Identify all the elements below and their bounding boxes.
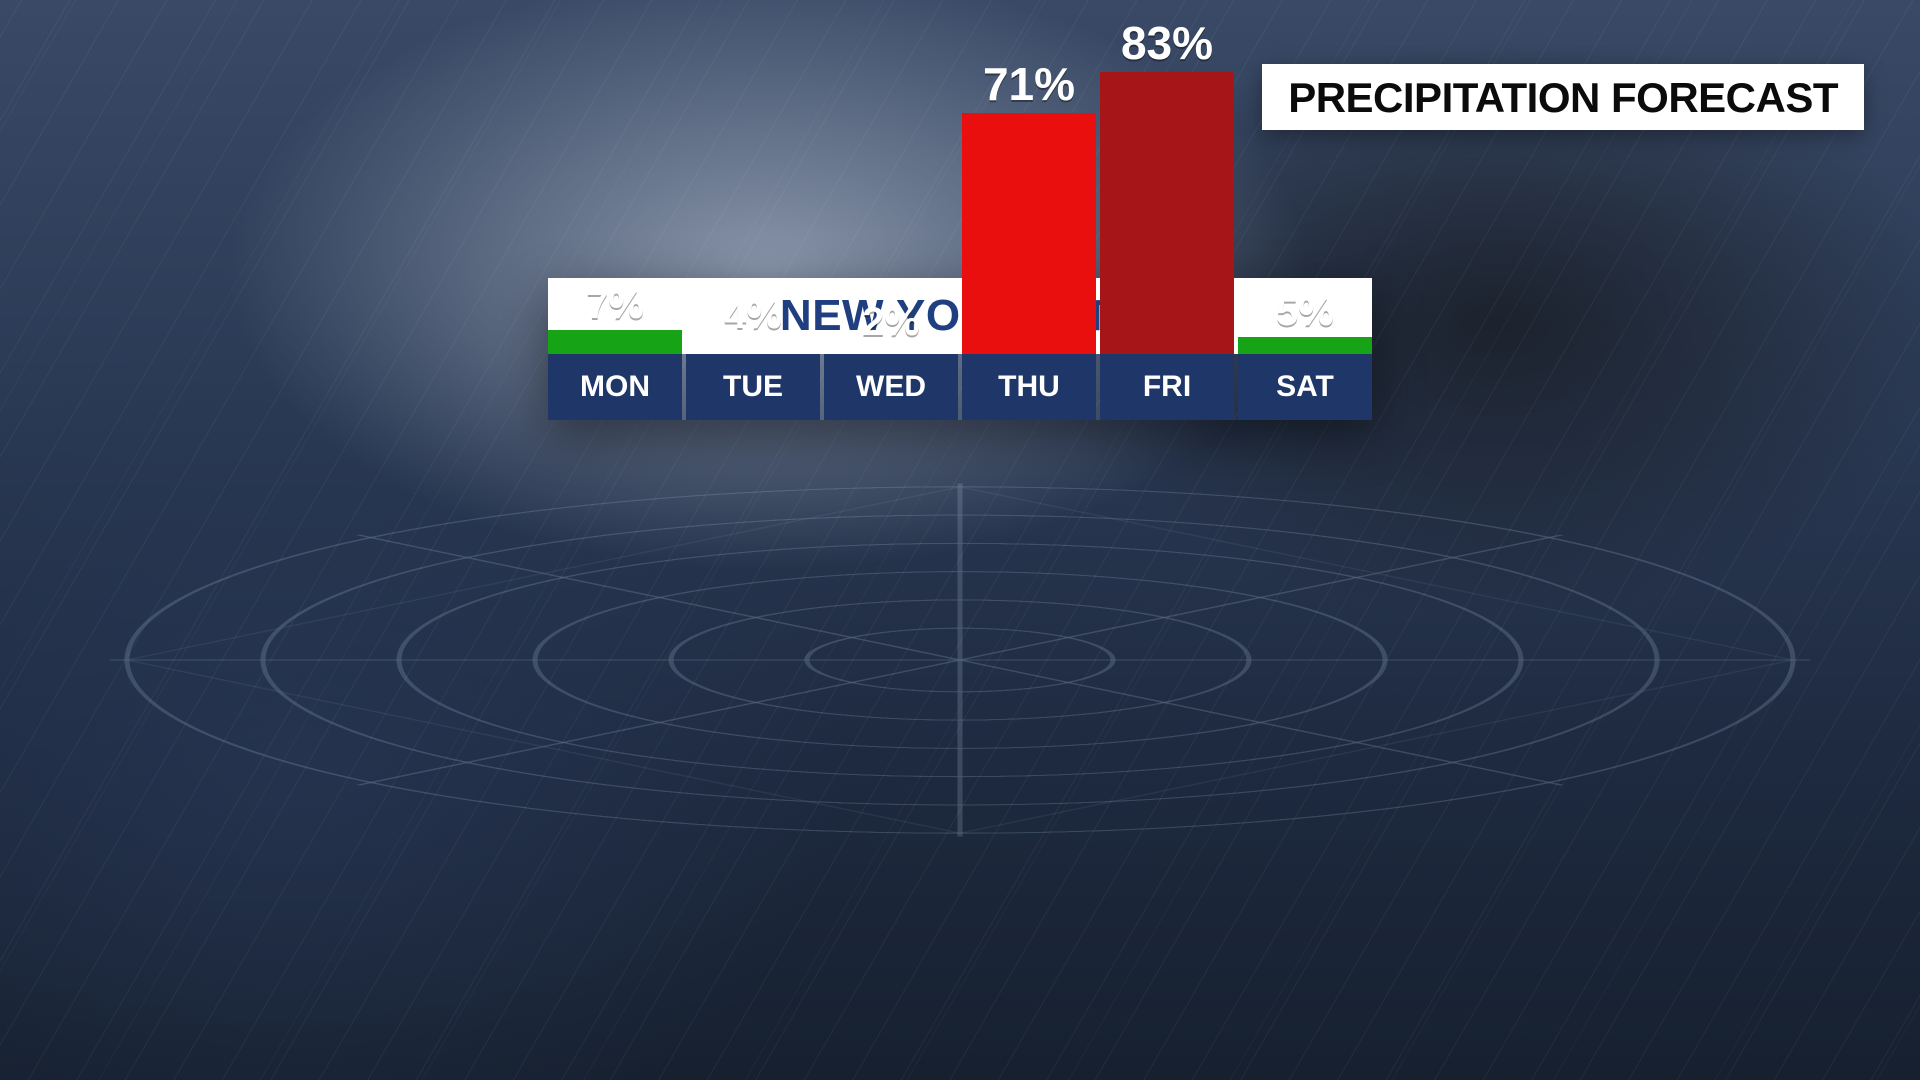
- rain-overlay: [0, 0, 1920, 1080]
- value-label: 2%: [824, 300, 958, 345]
- forecast-column: 7%MON: [548, 354, 682, 420]
- value-label: 7%: [548, 283, 682, 328]
- forecast-column: 71%THU: [962, 354, 1096, 420]
- day-label: MON: [548, 354, 682, 420]
- forecast-column: 4%TUE: [686, 354, 820, 420]
- day-label: TUE: [686, 354, 820, 420]
- value-label: 5%: [1238, 290, 1372, 335]
- radar-floor: [110, 483, 1810, 836]
- forecast-column: 5%SAT: [1238, 354, 1372, 420]
- value-label: 71%: [962, 57, 1096, 111]
- day-label: FRI: [1100, 354, 1234, 420]
- radar-svg: [110, 483, 1810, 836]
- header-badge: PRECIPITATION FORECAST: [1262, 64, 1864, 130]
- chart-bar: [824, 347, 958, 354]
- forecast-columns: 7%MON4%TUE2%WED71%THU83%FRI5%SAT: [548, 354, 1372, 420]
- chart-bar: [1100, 72, 1234, 354]
- header-title: PRECIPITATION FORECAST: [1288, 74, 1838, 121]
- day-label: WED: [824, 354, 958, 420]
- day-label: SAT: [1238, 354, 1372, 420]
- chart-bar: [1238, 337, 1372, 354]
- forecast-column: 2%WED: [824, 354, 958, 420]
- chart-bar: [962, 113, 1096, 354]
- chart-bar: [686, 340, 820, 354]
- value-label: 83%: [1100, 16, 1234, 70]
- forecast-panel: NEW YORK CITY 7%MON4%TUE2%WED71%THU83%FR…: [548, 278, 1372, 420]
- day-label: THU: [962, 354, 1096, 420]
- forecast-column: 83%FRI: [1100, 354, 1234, 420]
- chart-bar: [548, 330, 682, 354]
- value-label: 4%: [686, 293, 820, 338]
